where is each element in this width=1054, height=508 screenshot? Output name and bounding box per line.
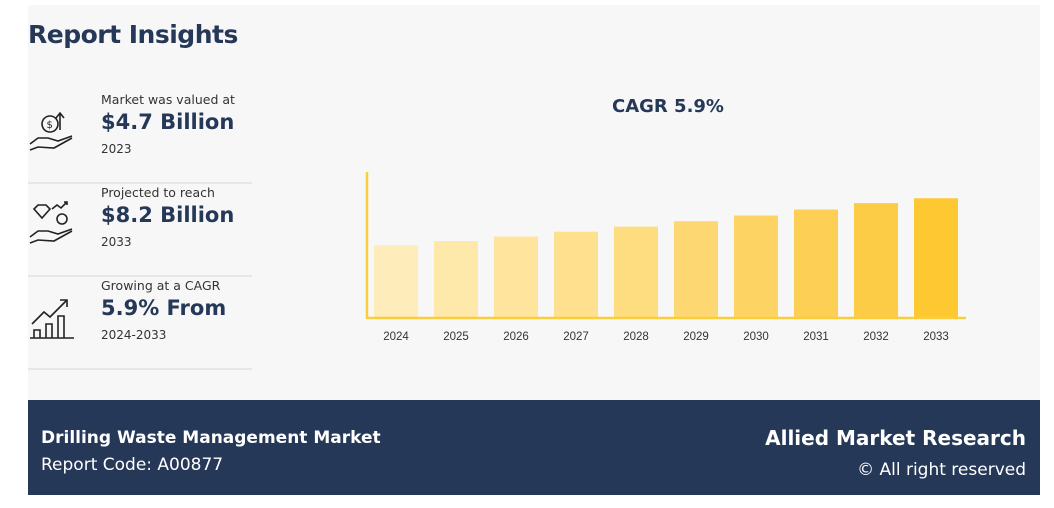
bar-2024 [374, 245, 418, 318]
insight-value: $4.7 Billion [101, 110, 235, 134]
x-tick-label: 2025 [443, 331, 469, 343]
x-tick-label: 2032 [863, 331, 889, 343]
insight-label: Growing at a CAGR [101, 278, 221, 293]
bar-2032 [854, 203, 898, 318]
insight-year: 2033 [101, 235, 132, 249]
bar-2030 [734, 215, 778, 318]
bar-2033 [914, 198, 958, 318]
bar-2027 [554, 231, 598, 318]
bar-2029 [674, 221, 718, 318]
insight-year: 2023 [101, 142, 132, 156]
market-name: Drilling Waste Management Market [41, 428, 381, 448]
hand-money-growth-icon: $ [29, 111, 73, 151]
insight-label: Projected to reach [101, 185, 215, 200]
bar-2031 [794, 209, 838, 318]
x-tick-label: 2030 [743, 331, 769, 343]
copyright: © All right reserved [857, 460, 1026, 480]
x-tick-label: 2029 [683, 331, 709, 343]
insight-cagr: Growing at a CAGR 5.9% From 2024-2033 [28, 276, 252, 370]
report-panel [28, 5, 1040, 400]
x-tick-label: 2033 [923, 331, 949, 343]
bar-chart: 2024 2025 2026 2027 2028 2029 2030 2031 2032 2033 [365, 172, 966, 343]
insight-label: Market was valued at [101, 92, 235, 107]
x-tick-label: 2028 [623, 331, 649, 343]
insight-value: 5.9% From [101, 296, 227, 320]
insight-value: $8.2 Billion [101, 203, 235, 227]
page-title: Report Insights [28, 20, 238, 49]
bar-2026 [494, 236, 538, 318]
insight-market-value: $ Market was valued at $4.7 Billion 2023 [28, 90, 252, 184]
bar-chart-growth-icon [30, 299, 74, 339]
hand-diamond-coin-icon [29, 201, 73, 244]
svg-text:$: $ [47, 120, 53, 131]
chart-title: CAGR 5.9% [612, 96, 724, 117]
footer: Drilling Waste Management Market Report … [28, 400, 1040, 495]
x-tick-label: 2027 [563, 331, 589, 343]
insight-year: 2024-2033 [101, 328, 167, 342]
x-tick-label: 2031 [803, 331, 829, 343]
bar-2025 [434, 241, 478, 318]
insight-projected-value: Projected to reach $8.2 Billion 2033 [28, 183, 252, 277]
report-code: Report Code: A00877 [41, 455, 224, 475]
x-tick-label: 2024 [383, 331, 409, 343]
x-tick-label: 2026 [503, 331, 529, 343]
bar-2028 [614, 226, 658, 318]
brand-name: Allied Market Research [765, 426, 1026, 450]
